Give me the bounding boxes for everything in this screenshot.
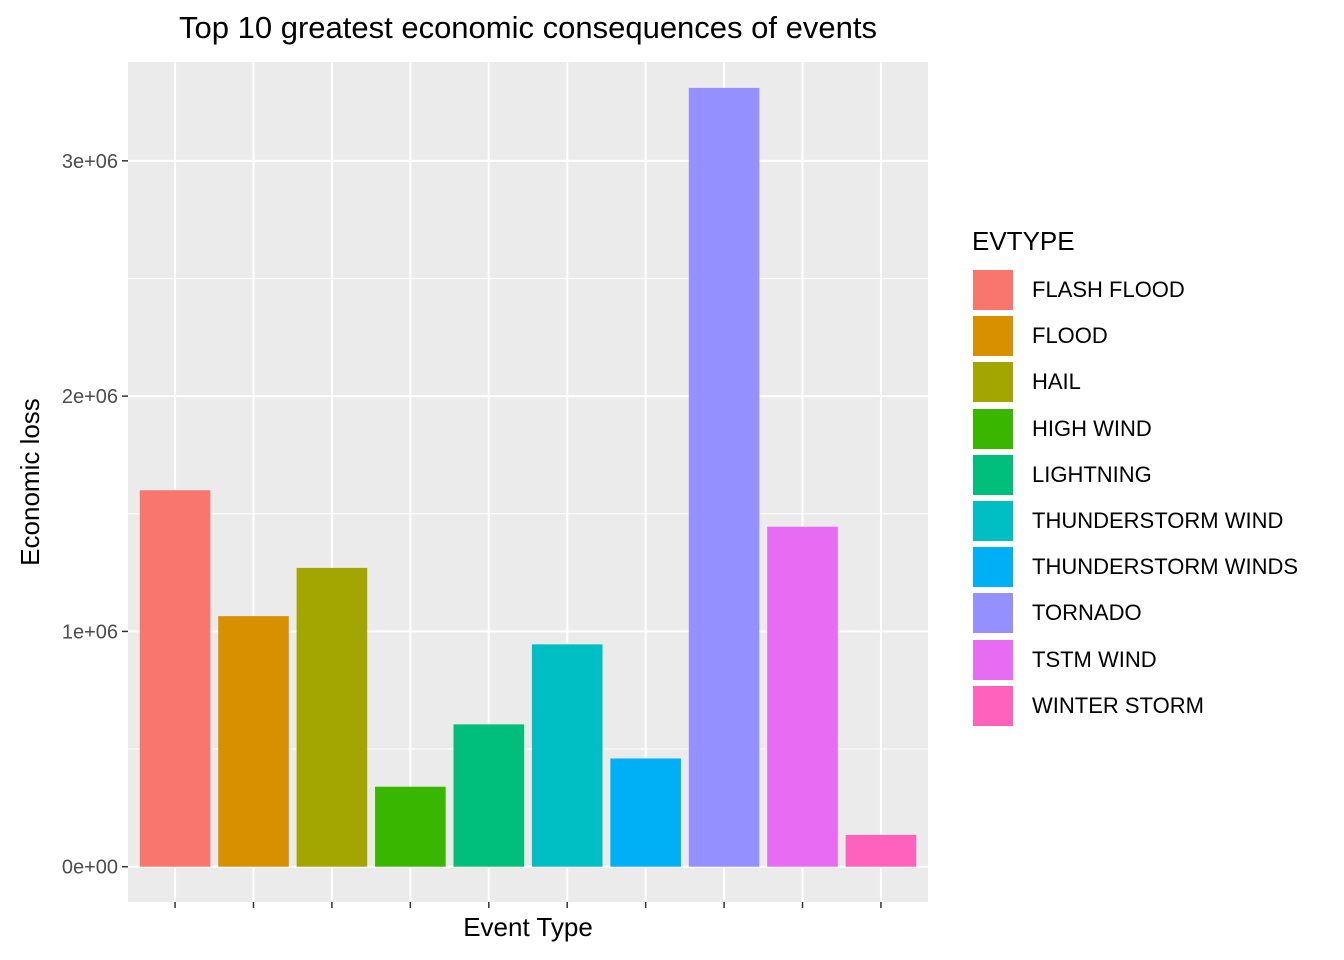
legend-item: TORNADO	[972, 590, 1298, 636]
legend-item: WINTER STORM	[972, 683, 1298, 729]
bar-thunderstorm-winds	[610, 758, 681, 867]
y-axis: 0e+00 1e+06 2e+06 3e+06	[62, 151, 128, 879]
legend-item: THUNDERSTORM WINDS	[972, 544, 1298, 590]
bar-tornado	[688, 87, 760, 867]
legend-item: FLOOD	[972, 313, 1298, 359]
x-axis	[174, 902, 882, 908]
bars	[139, 87, 917, 867]
legend-item: TSTM WIND	[972, 637, 1298, 683]
legend-label: HIGH WIND	[1032, 415, 1152, 441]
legend-key	[972, 269, 1014, 312]
bar-flood	[218, 616, 289, 867]
legend-key	[972, 407, 1014, 450]
legend-key	[972, 453, 1014, 496]
legend-label: FLOOD	[1032, 323, 1108, 349]
legend-label: WINTER STORM	[1032, 692, 1204, 718]
legend-key	[972, 500, 1014, 543]
bar-hail	[296, 567, 368, 867]
y-tick-label: 2e+06	[62, 386, 118, 408]
legend: EVTYPE FLASH FLOOD FLOOD HAIL HIGH WIND LIGH…	[972, 226, 1298, 729]
legend-label: THUNDERSTORM WINDS	[1032, 554, 1299, 580]
bar-winter-storm	[845, 834, 917, 867]
legend-title: EVTYPE	[972, 226, 1075, 256]
bar-high-wind	[375, 786, 446, 867]
legend-item: HIGH WIND	[972, 406, 1298, 452]
legend-item: FLASH FLOOD	[972, 267, 1298, 313]
bar-thunderstorm-wind	[531, 644, 603, 867]
legend-key	[972, 638, 1014, 681]
y-tick-label: 0e+00	[62, 857, 118, 879]
legend-key	[972, 361, 1014, 404]
bar-flash-flood	[139, 490, 211, 867]
legend-key	[972, 315, 1014, 358]
legend-label: HAIL	[1032, 369, 1081, 395]
legend-label: LIGHTNING	[1032, 461, 1152, 487]
y-tick-label: 1e+06	[62, 621, 118, 643]
legend-item: HAIL	[972, 359, 1298, 405]
legend-key	[972, 546, 1014, 589]
legend-key	[972, 592, 1014, 635]
y-axis-label: Economic loss	[15, 398, 45, 566]
bar-tstm-wind	[767, 526, 838, 867]
legend-label: FLASH FLOOD	[1032, 277, 1185, 303]
chart-title: Top 10 greatest economic consequences of…	[179, 10, 877, 45]
legend-label: THUNDERSTORM WIND	[1032, 508, 1284, 534]
bar-lightning	[453, 724, 525, 867]
legend-item: THUNDERSTORM WIND	[972, 498, 1298, 544]
legend-items: FLASH FLOOD FLOOD HAIL HIGH WIND LIGHTNING TH…	[972, 267, 1298, 729]
y-tick-label: 3e+06	[62, 151, 118, 173]
legend-item: LIGHTNING	[972, 452, 1298, 498]
x-axis-label: Event Type	[463, 912, 593, 942]
legend-label: TSTM WIND	[1032, 646, 1157, 672]
legend-label: TORNADO	[1032, 600, 1142, 626]
legend-key	[972, 684, 1014, 727]
